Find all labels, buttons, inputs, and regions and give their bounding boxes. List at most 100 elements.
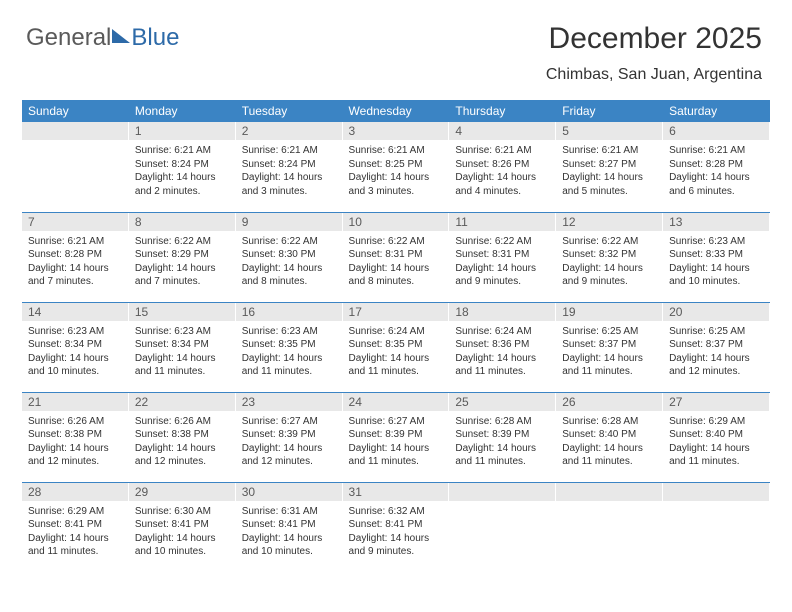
day-number: 23 bbox=[236, 393, 343, 411]
day-number: 3 bbox=[343, 122, 450, 140]
logo-triangle-icon bbox=[112, 29, 130, 43]
sunrise-text: Sunrise: 6:23 AM bbox=[28, 325, 123, 339]
daylight-text: Daylight: 14 hours and 12 minutes. bbox=[669, 352, 764, 379]
day-number: 20 bbox=[663, 303, 770, 321]
day-number: 12 bbox=[556, 213, 663, 231]
day-number: 29 bbox=[129, 483, 236, 501]
sunset-text: Sunset: 8:24 PM bbox=[135, 158, 230, 172]
sunset-text: Sunset: 8:26 PM bbox=[455, 158, 550, 172]
day-content: Sunrise: 6:27 AMSunset: 8:39 PMDaylight:… bbox=[236, 411, 343, 475]
sunset-text: Sunset: 8:34 PM bbox=[28, 338, 123, 352]
sunrise-text: Sunrise: 6:23 AM bbox=[669, 235, 764, 249]
sunset-text: Sunset: 8:41 PM bbox=[242, 518, 337, 532]
day-number: 26 bbox=[556, 393, 663, 411]
day-content: Sunrise: 6:21 AMSunset: 8:25 PMDaylight:… bbox=[343, 140, 450, 204]
page-title: December 2025 bbox=[546, 22, 762, 56]
sunrise-text: Sunrise: 6:29 AM bbox=[28, 505, 123, 519]
day-content: Sunrise: 6:23 AMSunset: 8:33 PMDaylight:… bbox=[663, 231, 770, 295]
day-content: Sunrise: 6:24 AMSunset: 8:36 PMDaylight:… bbox=[449, 321, 556, 385]
sunrise-text: Sunrise: 6:22 AM bbox=[455, 235, 550, 249]
calendar-cell: 1Sunrise: 6:21 AMSunset: 8:24 PMDaylight… bbox=[129, 122, 236, 212]
day-content: Sunrise: 6:28 AMSunset: 8:39 PMDaylight:… bbox=[449, 411, 556, 475]
daylight-text: Daylight: 14 hours and 5 minutes. bbox=[562, 171, 657, 198]
calendar-cell: 14Sunrise: 6:23 AMSunset: 8:34 PMDayligh… bbox=[22, 302, 129, 392]
daylight-text: Daylight: 14 hours and 8 minutes. bbox=[242, 262, 337, 289]
calendar-cell: 4Sunrise: 6:21 AMSunset: 8:26 PMDaylight… bbox=[449, 122, 556, 212]
sunrise-text: Sunrise: 6:30 AM bbox=[135, 505, 230, 519]
day-content: Sunrise: 6:21 AMSunset: 8:24 PMDaylight:… bbox=[236, 140, 343, 204]
sunrise-text: Sunrise: 6:23 AM bbox=[135, 325, 230, 339]
sunrise-text: Sunrise: 6:22 AM bbox=[562, 235, 657, 249]
calendar-cell: 29Sunrise: 6:30 AMSunset: 8:41 PMDayligh… bbox=[129, 482, 236, 572]
day-content: Sunrise: 6:22 AMSunset: 8:31 PMDaylight:… bbox=[343, 231, 450, 295]
day-content: Sunrise: 6:29 AMSunset: 8:40 PMDaylight:… bbox=[663, 411, 770, 475]
calendar-row: 1Sunrise: 6:21 AMSunset: 8:24 PMDaylight… bbox=[22, 122, 770, 212]
calendar-cell: 16Sunrise: 6:23 AMSunset: 8:35 PMDayligh… bbox=[236, 302, 343, 392]
day-content: Sunrise: 6:21 AMSunset: 8:24 PMDaylight:… bbox=[129, 140, 236, 204]
sunset-text: Sunset: 8:35 PM bbox=[349, 338, 444, 352]
day-number: 11 bbox=[449, 213, 556, 231]
sunset-text: Sunset: 8:31 PM bbox=[349, 248, 444, 262]
day-content: Sunrise: 6:23 AMSunset: 8:34 PMDaylight:… bbox=[22, 321, 129, 385]
daylight-text: Daylight: 14 hours and 9 minutes. bbox=[349, 532, 444, 559]
sunrise-text: Sunrise: 6:27 AM bbox=[349, 415, 444, 429]
logo-text-blue: Blue bbox=[131, 24, 179, 52]
sunset-text: Sunset: 8:37 PM bbox=[669, 338, 764, 352]
logo: General Blue bbox=[26, 24, 179, 52]
day-number: 8 bbox=[129, 213, 236, 231]
daylight-text: Daylight: 14 hours and 11 minutes. bbox=[562, 442, 657, 469]
day-number: 15 bbox=[129, 303, 236, 321]
sunset-text: Sunset: 8:40 PM bbox=[669, 428, 764, 442]
sunrise-text: Sunrise: 6:28 AM bbox=[455, 415, 550, 429]
sunrise-text: Sunrise: 6:21 AM bbox=[349, 144, 444, 158]
calendar-cell: 3Sunrise: 6:21 AMSunset: 8:25 PMDaylight… bbox=[343, 122, 450, 212]
sunset-text: Sunset: 8:41 PM bbox=[349, 518, 444, 532]
day-number: 4 bbox=[449, 122, 556, 140]
calendar-cell: 23Sunrise: 6:27 AMSunset: 8:39 PMDayligh… bbox=[236, 392, 343, 482]
sunrise-text: Sunrise: 6:25 AM bbox=[562, 325, 657, 339]
day-content: Sunrise: 6:23 AMSunset: 8:35 PMDaylight:… bbox=[236, 321, 343, 385]
calendar-cell: 21Sunrise: 6:26 AMSunset: 8:38 PMDayligh… bbox=[22, 392, 129, 482]
day-number: 25 bbox=[449, 393, 556, 411]
calendar-row: 28Sunrise: 6:29 AMSunset: 8:41 PMDayligh… bbox=[22, 482, 770, 572]
calendar-cell: 17Sunrise: 6:24 AMSunset: 8:35 PMDayligh… bbox=[343, 302, 450, 392]
sunset-text: Sunset: 8:38 PM bbox=[28, 428, 123, 442]
sunrise-text: Sunrise: 6:32 AM bbox=[349, 505, 444, 519]
daylight-text: Daylight: 14 hours and 11 minutes. bbox=[28, 532, 123, 559]
location-text: Chimbas, San Juan, Argentina bbox=[546, 66, 762, 84]
daylight-text: Daylight: 14 hours and 12 minutes. bbox=[135, 442, 230, 469]
weekday-header: Wednesday bbox=[343, 100, 450, 122]
daylight-text: Daylight: 14 hours and 10 minutes. bbox=[135, 532, 230, 559]
sunrise-text: Sunrise: 6:25 AM bbox=[669, 325, 764, 339]
calendar-cell: 2Sunrise: 6:21 AMSunset: 8:24 PMDaylight… bbox=[236, 122, 343, 212]
daylight-text: Daylight: 14 hours and 10 minutes. bbox=[28, 352, 123, 379]
daylight-text: Daylight: 14 hours and 4 minutes. bbox=[455, 171, 550, 198]
calendar-cell: 24Sunrise: 6:27 AMSunset: 8:39 PMDayligh… bbox=[343, 392, 450, 482]
weekday-header-row: Sunday Monday Tuesday Wednesday Thursday… bbox=[22, 100, 770, 122]
weekday-header: Tuesday bbox=[236, 100, 343, 122]
sunrise-text: Sunrise: 6:22 AM bbox=[242, 235, 337, 249]
daylight-text: Daylight: 14 hours and 3 minutes. bbox=[349, 171, 444, 198]
logo-text-general: General bbox=[26, 24, 111, 52]
weekday-header: Saturday bbox=[663, 100, 770, 122]
daylight-text: Daylight: 14 hours and 11 minutes. bbox=[669, 442, 764, 469]
day-number: 16 bbox=[236, 303, 343, 321]
sunset-text: Sunset: 8:33 PM bbox=[669, 248, 764, 262]
daylight-text: Daylight: 14 hours and 11 minutes. bbox=[242, 352, 337, 379]
daylight-text: Daylight: 14 hours and 10 minutes. bbox=[669, 262, 764, 289]
daylight-text: Daylight: 14 hours and 11 minutes. bbox=[455, 442, 550, 469]
sunrise-text: Sunrise: 6:21 AM bbox=[242, 144, 337, 158]
calendar-cell: 7Sunrise: 6:21 AMSunset: 8:28 PMDaylight… bbox=[22, 212, 129, 302]
day-content: Sunrise: 6:22 AMSunset: 8:29 PMDaylight:… bbox=[129, 231, 236, 295]
day-content: Sunrise: 6:28 AMSunset: 8:40 PMDaylight:… bbox=[556, 411, 663, 475]
day-content: Sunrise: 6:22 AMSunset: 8:31 PMDaylight:… bbox=[449, 231, 556, 295]
day-number: 10 bbox=[343, 213, 450, 231]
sunset-text: Sunset: 8:32 PM bbox=[562, 248, 657, 262]
daylight-text: Daylight: 14 hours and 9 minutes. bbox=[562, 262, 657, 289]
daylight-text: Daylight: 14 hours and 3 minutes. bbox=[242, 171, 337, 198]
calendar-cell: 31 Sunrise: 6:32 AMSunset: 8:41 PMDayligh… bbox=[343, 482, 450, 572]
day-content: Sunrise: 6:21 AMSunset: 8:28 PMDaylight:… bbox=[663, 140, 770, 204]
daylight-text: Daylight: 14 hours and 12 minutes. bbox=[242, 442, 337, 469]
weekday-header: Friday bbox=[556, 100, 663, 122]
day-number: 31 bbox=[343, 483, 450, 501]
